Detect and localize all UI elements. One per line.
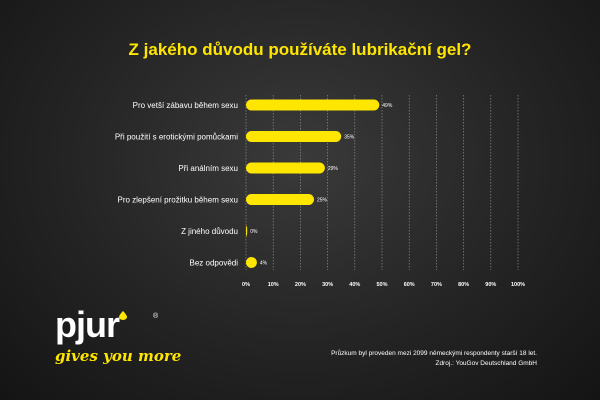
x-tick-label: 0%	[242, 282, 250, 288]
category-label: Pro zlepšení prožitku během sexu	[117, 196, 238, 205]
value-label: 35%	[344, 135, 355, 141]
x-tick-label: 10%	[268, 282, 279, 288]
category-label: Při análním sexu	[178, 164, 238, 173]
footnote: Průzkum byl proveden mezi 2099 německými…	[331, 349, 537, 369]
x-tick-label: 40%	[349, 282, 360, 288]
value-label: 29%	[328, 166, 339, 172]
x-tick-label: 90%	[485, 282, 496, 288]
x-tick-label: 30%	[322, 282, 333, 288]
bar	[246, 225, 248, 237]
value-label: 0%	[250, 229, 258, 235]
x-tick-label: 20%	[295, 282, 306, 288]
x-tick-label: 50%	[376, 282, 387, 288]
x-tick-label: 100%	[511, 282, 525, 288]
value-label: 25%	[317, 198, 328, 204]
bar	[246, 257, 257, 268]
footnote-source: Zdroj.: YouGov Deutschland GmbH	[435, 360, 537, 367]
pjur-logo: pjur ® gives you more	[55, 305, 195, 375]
category-label: Pro vetší zábavu během sexu	[133, 101, 238, 110]
x-tick-label: 60%	[404, 282, 415, 288]
category-label: Z jiného důvodu	[181, 227, 238, 236]
registered-mark: ®	[153, 313, 159, 320]
value-label: 49%	[382, 103, 393, 109]
logo-tagline: gives you more	[55, 347, 182, 365]
droplet-icon	[119, 311, 127, 320]
x-tick-label: 70%	[431, 282, 442, 288]
bar	[246, 99, 380, 111]
x-tick-label: 80%	[458, 282, 469, 288]
bar	[246, 162, 325, 174]
bar	[246, 194, 314, 205]
logo-word: pjur	[55, 304, 120, 345]
bar	[246, 131, 342, 142]
category-label: Při použití s erotickými pomůckami	[115, 133, 238, 142]
chart-title: Z jakého důvodu používáte lubrikační gel…	[128, 40, 472, 59]
category-label: Bez odpovědi	[190, 259, 239, 268]
footnote-survey: Průzkum byl proveden mezi 2099 německými…	[331, 350, 537, 357]
value-label: 4%	[260, 261, 268, 267]
